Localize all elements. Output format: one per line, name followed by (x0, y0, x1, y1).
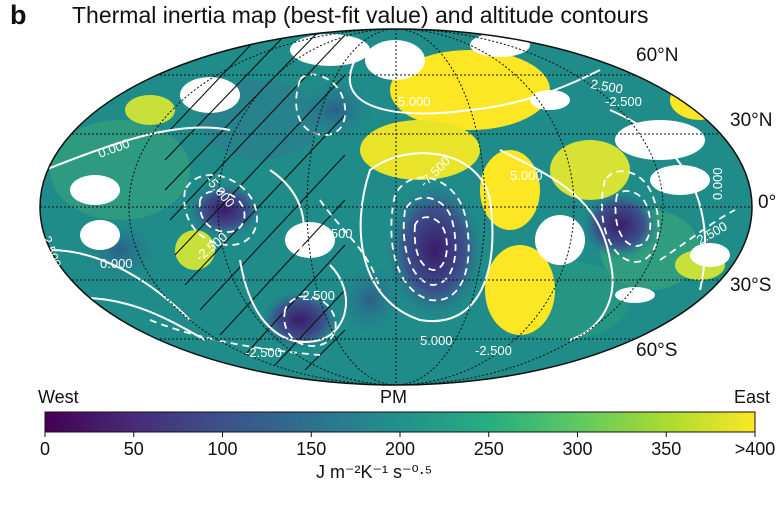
panel-letter: b (10, 0, 27, 30)
contour-label: 2.500 (320, 226, 353, 241)
map-outline (39, 28, 753, 386)
colorbar (44, 411, 756, 437)
colorbar-tick-label: 100 (207, 439, 238, 459)
colorbar-tick-label: 150 (296, 439, 327, 459)
colorbar-tick-label: 0 (39, 439, 51, 459)
contour-label: -2.500 (298, 288, 335, 303)
colorbar-unit-label: J m⁻²K⁻¹ s⁻⁰·⁵ (316, 462, 433, 482)
colorbar-tick-label: 200 (384, 439, 416, 459)
contour-label: 5.000 (398, 94, 431, 109)
colorbar-tick-label: 300 (562, 439, 593, 459)
contour-label: 0.000 (710, 167, 725, 200)
lat-label-60s: 60°S (636, 340, 678, 361)
altitude-contours (44, 59, 707, 343)
lat-label-eq: 0° (758, 192, 777, 213)
contour-label: 5.000 (510, 168, 543, 183)
colorbar-tick-label: 250 (473, 439, 504, 459)
lon-label-west: West (38, 387, 79, 407)
lon-label-pm: PM (380, 387, 407, 407)
lat-label-30n: 30°N (730, 110, 773, 131)
contour-label: 2.500 (589, 76, 624, 96)
colorbar-tick-label: 50 (123, 439, 144, 459)
lat-label-60n: 60°N (636, 45, 679, 66)
contour-label: 0.000 (100, 256, 133, 271)
contour-label: -2.500 (475, 343, 512, 358)
thermal-inertia-map (40, 29, 752, 385)
graticule (40, 29, 752, 385)
hatched-region (164, 29, 346, 371)
contour-label: -2.500 (605, 94, 642, 109)
contour-label: 5.000 (420, 333, 453, 348)
lat-label-30s: 30°S (730, 275, 772, 296)
colorbar-tick-label: 350 (651, 439, 682, 459)
negative-contours (149, 73, 736, 356)
colorbar-gradient (44, 411, 756, 433)
colorbar-tick-label: >400 (734, 439, 776, 459)
lon-label-east: East (734, 387, 771, 407)
map-title: Thermal inertia map (best-fit value) and… (72, 2, 649, 28)
contour-label: -2.500 (245, 345, 282, 360)
